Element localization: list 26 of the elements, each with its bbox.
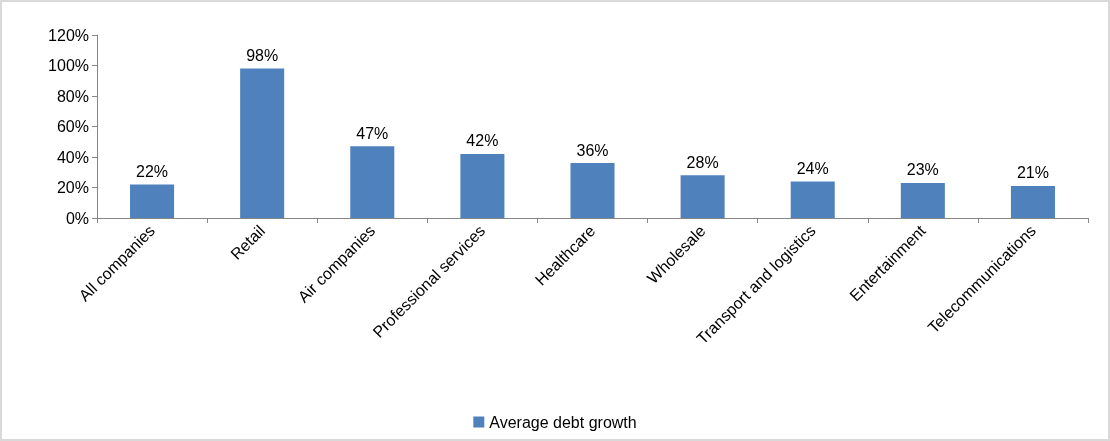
data-label: 36% — [576, 141, 609, 159]
legend-label: Average debt growth — [489, 413, 637, 431]
y-tick-label: 20% — [56, 179, 89, 196]
bar — [570, 163, 615, 218]
bar — [790, 181, 835, 218]
y-tick-label: 100% — [48, 57, 89, 74]
bar — [900, 182, 945, 218]
y-tick-label: 60% — [56, 118, 89, 135]
data-label: 24% — [796, 159, 829, 177]
data-label: 98% — [246, 47, 279, 65]
bar — [680, 175, 725, 218]
data-label: 28% — [686, 153, 719, 171]
bar — [130, 184, 175, 218]
y-tick-label: 80% — [56, 87, 89, 105]
bar — [1010, 185, 1055, 218]
data-label: 23% — [906, 161, 939, 179]
data-label: 47% — [356, 124, 389, 142]
data-label: 22% — [136, 162, 169, 180]
data-label: 21% — [1016, 164, 1049, 182]
bar — [350, 146, 395, 218]
bar — [240, 68, 285, 218]
data-label: 42% — [466, 132, 499, 150]
y-tick-label: 40% — [56, 148, 89, 166]
y-tick-label: 120% — [48, 26, 89, 44]
y-tick-label: 0% — [65, 209, 89, 227]
bar — [460, 153, 505, 218]
